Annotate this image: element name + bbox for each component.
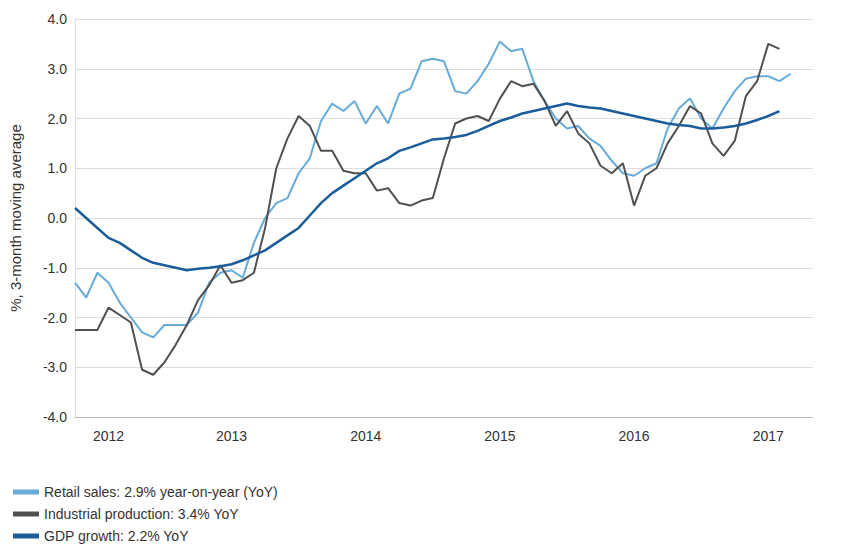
svg-text:2017: 2017 [753,428,784,444]
svg-text:3.0: 3.0 [48,61,68,77]
svg-text:-3.0: -3.0 [43,359,67,375]
svg-text:%, 3-month moving average: %, 3-month moving average [7,124,24,312]
svg-text:2013: 2013 [216,428,247,444]
svg-text:Retail sales: 2.9% year-on-yea: Retail sales: 2.9% year-on-year (YoY) [44,484,278,500]
svg-text:2.0: 2.0 [48,111,68,127]
svg-text:GDP growth: 2.2% YoY: GDP growth: 2.2% YoY [44,528,189,544]
svg-text:0.0: 0.0 [48,210,68,226]
svg-text:Industrial production: 3.4% Yo: Industrial production: 3.4% YoY [44,506,239,522]
svg-text:4.0: 4.0 [48,11,68,27]
svg-text:2015: 2015 [484,428,515,444]
svg-text:2014: 2014 [350,428,381,444]
svg-text:1.0: 1.0 [48,160,68,176]
svg-text:2016: 2016 [619,428,650,444]
svg-text:2012: 2012 [93,428,124,444]
svg-text:-1.0: -1.0 [43,260,67,276]
svg-text:-4.0: -4.0 [43,409,67,425]
svg-text:-2.0: -2.0 [43,310,67,326]
